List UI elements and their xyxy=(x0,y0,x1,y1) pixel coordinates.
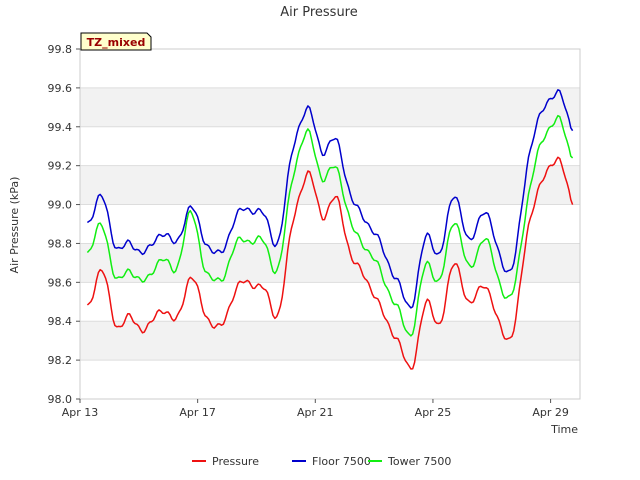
y-tick-label: 99.6 xyxy=(48,82,73,95)
y-tick-label: 98.8 xyxy=(48,237,73,250)
x-axis-ticks: Apr 13 Apr 17 Apr 21 Apr 25 Apr 29 xyxy=(62,399,569,419)
legend: Pressure Floor 7500 Tower 7500 xyxy=(192,455,451,468)
legend-item: Floor 7500 xyxy=(292,455,371,468)
legend-label: Floor 7500 xyxy=(312,455,371,468)
background-band xyxy=(80,243,580,283)
y-tick-label: 99.0 xyxy=(48,199,73,212)
x-tick-label: Apr 25 xyxy=(415,406,452,419)
series-line-tower-7500 xyxy=(86,114,574,337)
background-band xyxy=(80,165,580,205)
background-band xyxy=(80,321,580,361)
x-axis-label: Time xyxy=(550,423,578,436)
x-tick-label: Apr 13 xyxy=(62,406,99,419)
y-axis-ticks: 98.0 98.2 98.4 98.6 98.8 99.0 99.2 99.4 99.6 99.8 xyxy=(48,43,80,406)
y-tick-label: 99.2 xyxy=(48,160,73,173)
series-line-floor-7500 xyxy=(86,89,574,309)
legend-item: Tower 7500 xyxy=(368,455,451,468)
y-tick-label: 98.6 xyxy=(48,276,73,289)
chart-title: Air Pressure xyxy=(280,5,358,20)
series-lines xyxy=(86,89,574,370)
y-axis-label: Air Pressure (kPa) xyxy=(8,177,21,274)
y-tick-label: 99.8 xyxy=(48,43,73,56)
plot-area xyxy=(79,48,581,400)
y-tick-label: 98.0 xyxy=(48,393,73,406)
y-tick-label: 99.4 xyxy=(48,121,73,134)
x-tick-label: Apr 17 xyxy=(179,406,216,419)
legend-label: Tower 7500 xyxy=(387,455,451,468)
legend-item: Pressure xyxy=(192,455,259,468)
background-bands xyxy=(80,87,580,361)
annotation-box: TZ_mixed xyxy=(80,32,152,51)
background-band xyxy=(80,87,580,127)
x-tick-label: Apr 21 xyxy=(297,406,334,419)
series-line-pressure xyxy=(86,156,574,370)
legend-label: Pressure xyxy=(212,455,259,468)
x-tick-label: Apr 29 xyxy=(532,406,569,419)
annotation-text: TZ_mixed xyxy=(87,36,146,49)
y-tick-label: 98.4 xyxy=(48,315,73,328)
y-tick-label: 98.2 xyxy=(48,354,73,367)
